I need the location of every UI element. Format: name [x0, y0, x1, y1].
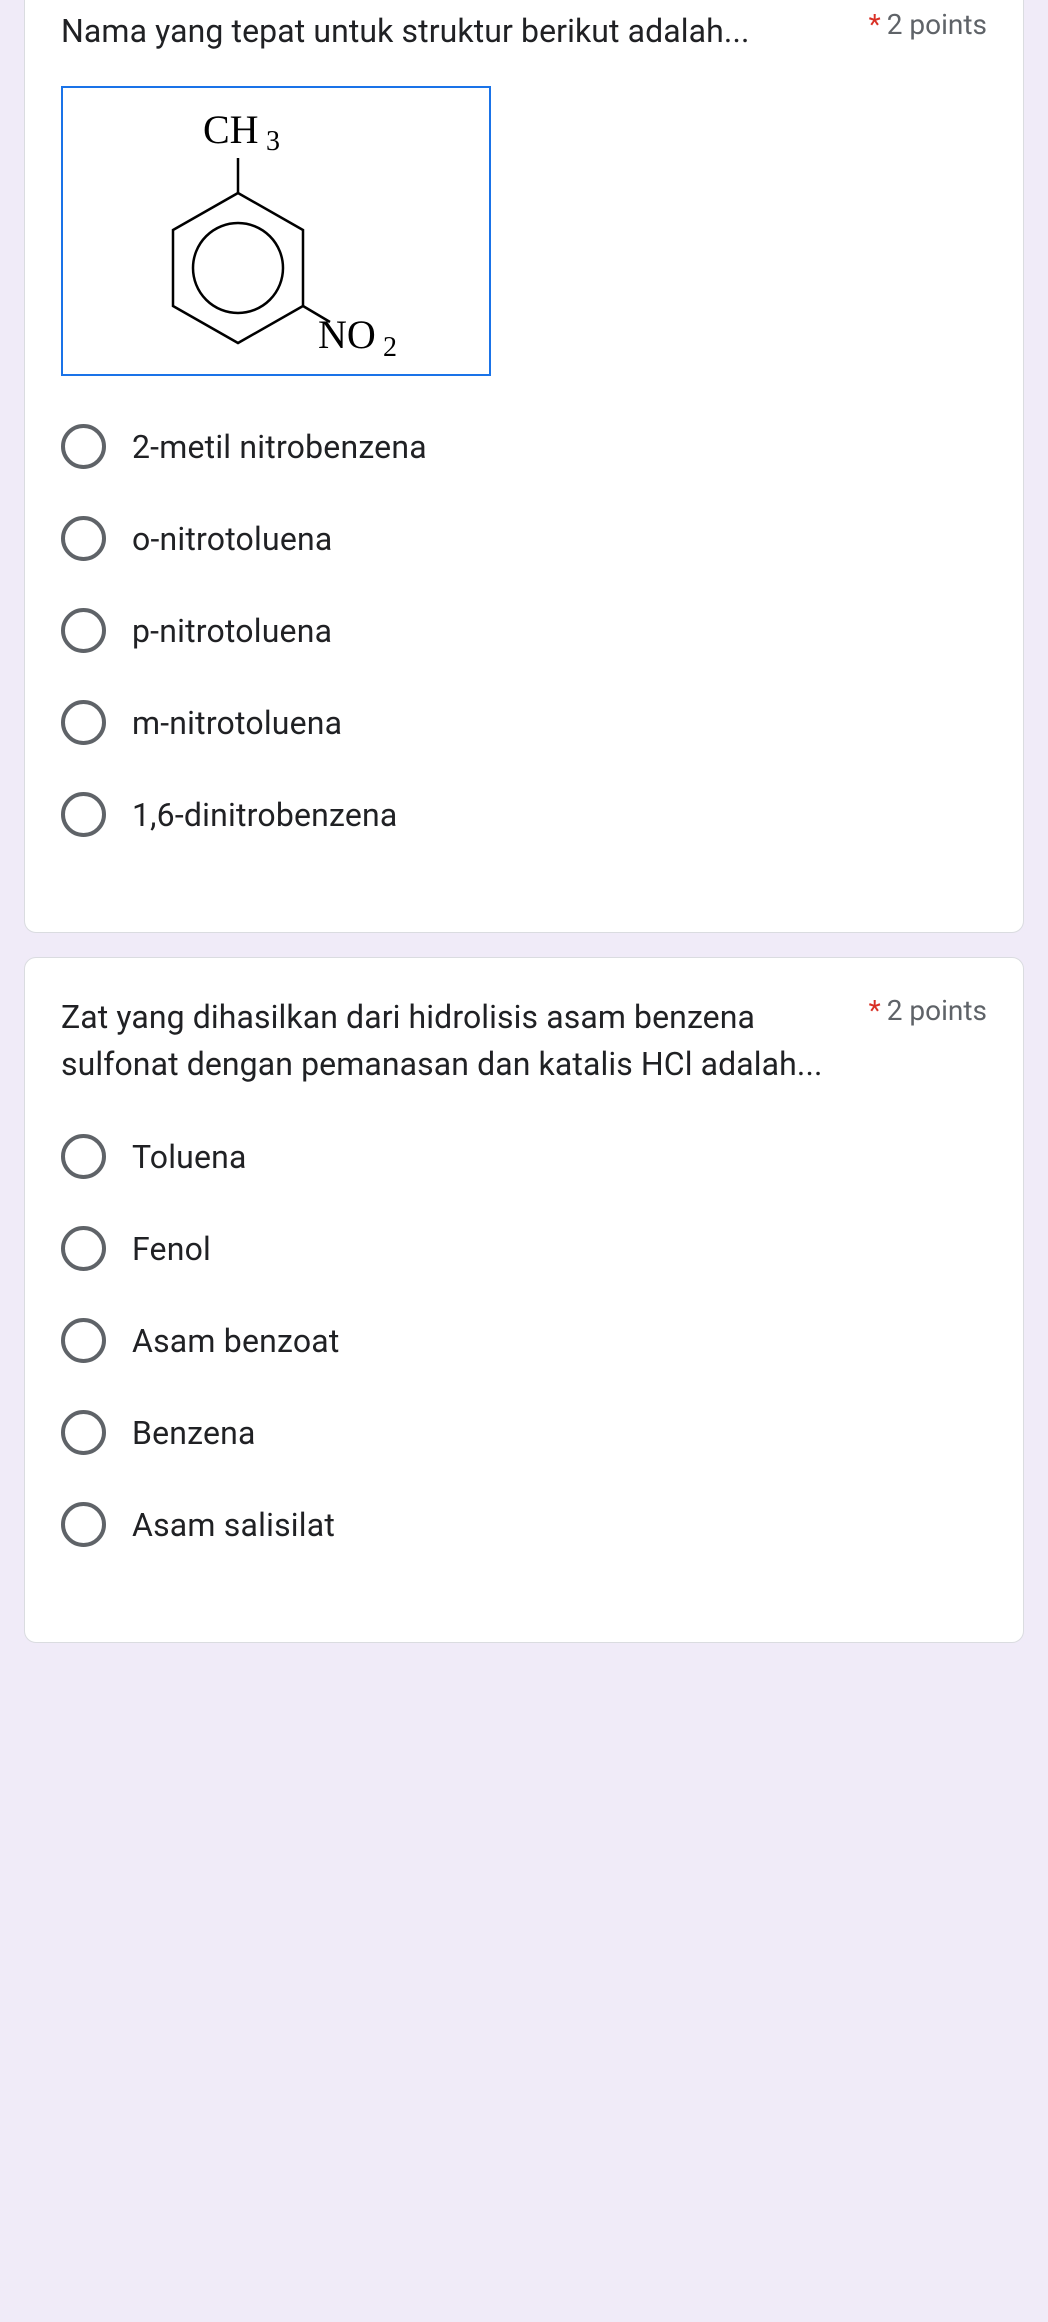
radio-icon — [61, 424, 106, 469]
svg-text:3: 3 — [266, 126, 280, 157]
points-wrap: * 2 points — [869, 994, 987, 1027]
radio-label: o-nitrotoluena — [132, 520, 332, 558]
question-header: Zat yang dihasilkan dari hidrolisis asam… — [61, 994, 987, 1087]
question-card: Nama yang tepat untuk struktur berikut a… — [24, 0, 1024, 933]
radio-icon — [61, 792, 106, 837]
question-text: Zat yang dihasilkan dari hidrolisis asam… — [61, 994, 869, 1087]
radio-label: Asam benzoat — [132, 1322, 340, 1360]
radio-option[interactable]: Asam benzoat — [61, 1318, 987, 1363]
radio-label: Benzena — [132, 1414, 256, 1452]
radio-label: p-nitrotoluena — [132, 612, 332, 650]
radio-label: m-nitrotoluena — [132, 704, 342, 742]
svg-text:NO: NO — [318, 312, 376, 357]
radio-option[interactable]: Benzena — [61, 1410, 987, 1455]
radio-option[interactable]: 1,6-dinitrobenzena — [61, 792, 987, 837]
svg-text:CH: CH — [203, 107, 259, 152]
radio-icon — [61, 1318, 106, 1363]
radio-icon — [61, 1226, 106, 1271]
radio-option[interactable]: m-nitrotoluena — [61, 700, 987, 745]
points-label: 2 points — [887, 8, 987, 41]
radio-label: Asam salisilat — [132, 1506, 335, 1544]
radio-label: Fenol — [132, 1230, 211, 1268]
radio-label: Toluena — [132, 1138, 247, 1176]
question-text: Nama yang tepat untuk struktur berikut a… — [61, 8, 869, 54]
radio-option[interactable]: p-nitrotoluena — [61, 608, 987, 653]
radio-icon — [61, 516, 106, 561]
radio-icon — [61, 1410, 106, 1455]
radio-icon — [61, 700, 106, 745]
question-header: Nama yang tepat untuk struktur berikut a… — [61, 8, 987, 54]
radio-label: 1,6-dinitrobenzena — [132, 796, 398, 834]
radio-option[interactable]: Fenol — [61, 1226, 987, 1271]
svg-text:2: 2 — [383, 332, 397, 363]
radio-option[interactable]: Asam salisilat — [61, 1502, 987, 1547]
points-wrap: * 2 points — [869, 8, 987, 41]
required-star-icon: * — [869, 994, 881, 1027]
points-label: 2 points — [887, 994, 987, 1027]
radio-icon — [61, 608, 106, 653]
radio-icon — [61, 1134, 106, 1179]
radio-label: 2-metil nitrobenzena — [132, 428, 427, 466]
radio-icon — [61, 1502, 106, 1547]
radio-option[interactable]: 2-metil nitrobenzena — [61, 424, 987, 469]
chemical-structure-image: CH 3 NO 2 — [61, 86, 491, 376]
radio-option[interactable]: Toluena — [61, 1134, 987, 1179]
radio-option[interactable]: o-nitrotoluena — [61, 516, 987, 561]
required-star-icon: * — [869, 8, 881, 41]
question-card: Zat yang dihasilkan dari hidrolisis asam… — [24, 957, 1024, 1643]
